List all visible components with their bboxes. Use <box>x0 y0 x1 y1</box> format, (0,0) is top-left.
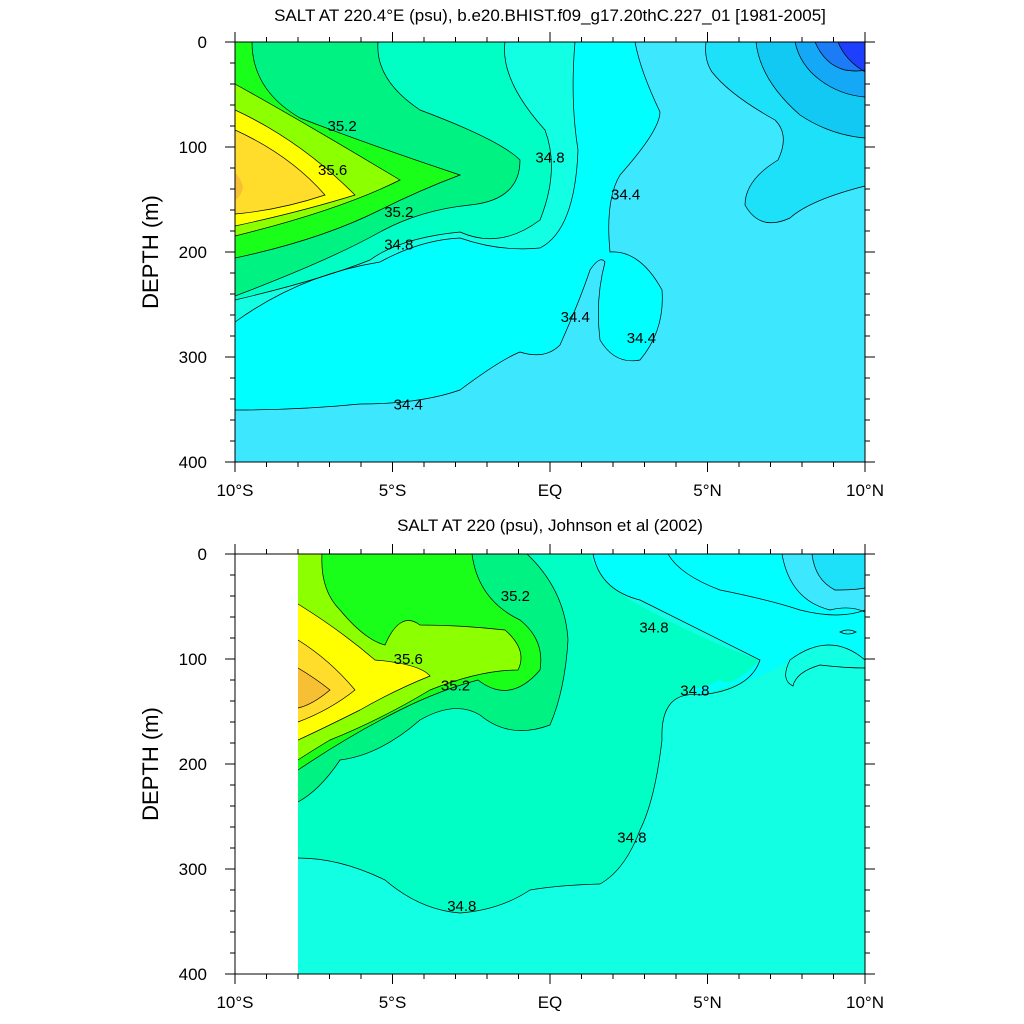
y-tick-label: 400 <box>179 453 207 472</box>
y-tick-label: 100 <box>179 138 207 157</box>
contour-labels: 35.2 34.8 35.6 35.2 34.8 34.8 34.8 <box>394 588 710 915</box>
contour-label: 34.4 <box>561 309 590 326</box>
x-tick-label: 5°S <box>379 481 407 500</box>
y-tick-label: 200 <box>179 755 207 774</box>
contour-lines <box>298 554 865 914</box>
contour-label: 35.6 <box>318 162 347 179</box>
x-tick-label: 10°N <box>846 481 884 500</box>
contour-label: 34.4 <box>627 330 656 347</box>
x-tick-label: 10°S <box>216 993 253 1012</box>
y-tick-label: 100 <box>179 650 207 669</box>
y-tick-label: 400 <box>179 965 207 984</box>
x-tick-label: 10°N <box>846 993 884 1012</box>
contour-label: 34.8 <box>535 150 564 167</box>
y-tick-label: 0 <box>198 545 207 564</box>
contour-label: 35.2 <box>327 118 356 135</box>
x-tick-label: 5°N <box>693 481 722 500</box>
fill-band <box>235 130 325 214</box>
fill-band <box>812 554 865 590</box>
contour-label: 35.2 <box>384 204 413 221</box>
contour-label: 34.8 <box>617 830 646 847</box>
axes: 10°S 5°S EQ 5°N 10°N 0 100 200 300 400 <box>179 32 884 500</box>
y-tick-label: 300 <box>179 348 207 367</box>
chart-title: SALT AT 220 (psu), Johnson et al (2002) <box>397 516 703 535</box>
y-tick-label: 0 <box>198 33 207 52</box>
y-tick-label: 200 <box>179 243 207 262</box>
chart-title: SALT AT 220.4°E (psu), b.e20.BHIST.f09_g… <box>274 6 826 25</box>
panel-observations: SALT AT 220 (psu), Johnson et al (2002) <box>138 516 884 1012</box>
fill-band <box>235 42 865 462</box>
salinity-field <box>298 554 865 974</box>
y-axis-label: DEPTH (m) <box>138 707 163 821</box>
fill-band <box>235 172 243 200</box>
x-tick-label: 5°S <box>379 993 407 1012</box>
salinity-field <box>235 42 865 462</box>
contour-label: 34.8 <box>639 620 668 637</box>
x-tick-label: 5°N <box>693 993 722 1012</box>
contour-label: 34.4 <box>611 186 640 203</box>
contour-label: 35.2 <box>501 588 530 605</box>
y-tick-label: 300 <box>179 860 207 879</box>
contour-label: 34.8 <box>384 237 413 254</box>
contour-labels: 35.2 35.6 35.2 34.8 34.4 34.8 34.4 34.4 34.4 <box>318 118 656 413</box>
x-tick-label: 10°S <box>216 481 253 500</box>
axes: 10°S 5°S EQ 5°N 10°N 0 100 200 300 400 <box>179 544 884 1012</box>
x-tick-label: EQ <box>538 481 563 500</box>
contour-label: 34.8 <box>447 898 476 915</box>
fill-band <box>838 42 865 72</box>
contour-label: 34.4 <box>394 396 423 413</box>
fill-band <box>298 668 330 708</box>
contour-label: 34.8 <box>680 683 709 700</box>
x-tick-label: EQ <box>538 993 563 1012</box>
contour-lines <box>235 42 865 411</box>
contour-label: 35.6 <box>394 651 423 668</box>
y-axis-label: DEPTH (m) <box>138 195 163 309</box>
panel-model: SALT AT 220.4°E (psu), b.e20.BHIST.f09_g… <box>138 6 884 500</box>
contour-label: 35.2 <box>441 677 470 694</box>
